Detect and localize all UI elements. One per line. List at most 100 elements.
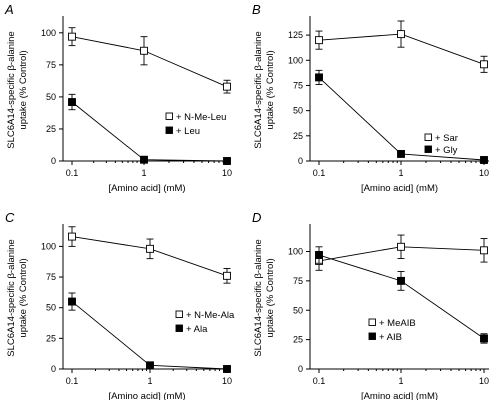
data-point: [68, 297, 76, 306]
y-tick-label: 25: [46, 333, 56, 343]
panel-letter: C: [5, 210, 15, 225]
legend-marker: [165, 112, 173, 120]
x-tick-label: 10: [479, 168, 489, 178]
data-point: [480, 60, 488, 69]
x-tick-label: 10: [222, 376, 232, 386]
legend-label: + N-Me-Ala: [186, 310, 235, 321]
series-filled: [315, 69, 488, 164]
data-point: [480, 246, 488, 255]
legend-marker: [175, 324, 183, 332]
data-point: [480, 334, 488, 343]
data-point: [146, 361, 154, 370]
y-tick-label: 75: [46, 272, 56, 282]
panel-C: C 0 25 50 75 100 0.1 1 10 [Amino acid] (mM) SLC6A1…: [5, 210, 235, 400]
series-open: [68, 27, 231, 94]
series-line: [318, 77, 485, 161]
y-axis-label: SLC6A14-specific β-alanine: [6, 31, 17, 148]
series-line: [71, 36, 228, 88]
data-point: [397, 30, 405, 39]
data-point: [68, 232, 76, 241]
panel-D: D 0 25 50 75 100 0.1 1 10 [Amino acid] (mM) SLC6A1…: [252, 210, 489, 400]
data-point: [397, 149, 405, 158]
series-filled: [68, 93, 231, 165]
x-tick-label: 0.1: [66, 168, 79, 178]
series-open: [315, 20, 488, 73]
data-point: [140, 46, 148, 55]
y-tick-label: 75: [46, 60, 56, 70]
legend-label: + MeAIB: [379, 318, 416, 329]
legend-label: + AIB: [379, 332, 402, 343]
y-tick-label: 25: [293, 131, 303, 141]
y-tick-label: 25: [46, 124, 56, 134]
y-axis-label: SLC6A14-specific β-alanine: [253, 239, 264, 356]
legend-marker: [424, 145, 432, 153]
data-point: [223, 82, 231, 91]
data-point: [223, 365, 231, 373]
x-tick-label: 10: [222, 168, 232, 178]
legend-label: + Ala: [186, 324, 208, 335]
data-point: [223, 271, 231, 280]
x-axis-label: [Amino acid] (mM): [108, 183, 185, 194]
series-line: [71, 236, 228, 277]
series-line: [318, 33, 485, 65]
legend-marker: [165, 126, 173, 134]
series-open: [68, 226, 231, 284]
legend-label: + N-Me-Leu: [176, 112, 226, 123]
legend-label: + Sar: [435, 133, 458, 144]
series-filled: [315, 246, 488, 344]
x-tick-label: 1: [147, 376, 152, 386]
legend-marker: [368, 332, 376, 340]
x-tick-label: 1: [398, 376, 403, 386]
data-point: [68, 32, 76, 41]
y-tick-label: 125: [288, 30, 303, 40]
y-axis-label: SLC6A14-specific β-alanine: [6, 239, 17, 356]
y-tick-label: 100: [41, 241, 56, 251]
data-point: [397, 276, 405, 285]
legend-marker: [175, 310, 183, 318]
y-tick-label: 0: [298, 156, 303, 166]
panel-letter: D: [252, 210, 261, 225]
y-tick-label: 25: [293, 335, 303, 345]
x-tick-label: 1: [141, 168, 146, 178]
data-point: [223, 157, 231, 165]
x-tick-label: 1: [398, 168, 403, 178]
y-tick-label: 50: [46, 303, 56, 313]
series-filled: [68, 292, 231, 373]
y-axis-label: SLC6A14-specific β-alanine: [253, 31, 264, 148]
data-point: [397, 242, 405, 251]
x-tick-label: 0.1: [66, 376, 79, 386]
x-axis-label: [Amino acid] (mM): [361, 183, 438, 194]
x-tick-label: 0.1: [313, 376, 326, 386]
legend-marker: [424, 133, 432, 141]
series-open: [315, 234, 488, 271]
y-tick-label: 0: [51, 156, 56, 166]
panel-A: A 0 25 50 75 100 0.1 1 10 [Amino acid] (mM) SLC6A1…: [4, 2, 232, 194]
y-axis-label: uptake (% Control): [18, 258, 29, 337]
data-point: [315, 36, 323, 45]
panel-letter: B: [252, 2, 261, 17]
y-axis-label: uptake (% Control): [265, 258, 276, 337]
data-point: [146, 244, 154, 253]
panel-letter: A: [4, 2, 14, 17]
data-point: [480, 156, 488, 164]
y-tick-label: 75: [293, 80, 303, 90]
y-tick-label: 75: [293, 276, 303, 286]
y-axis-label: uptake (% Control): [18, 50, 29, 129]
y-tick-label: 0: [298, 364, 303, 374]
panel-B: B 0 25 50 75 100 125 0.1 1 10 [Amino acid] (mM) SLC…: [252, 2, 489, 194]
y-tick-label: 100: [288, 55, 303, 65]
y-tick-label: 0: [51, 364, 56, 374]
data-point: [68, 98, 76, 106]
y-tick-label: 50: [293, 305, 303, 315]
legend-label: + Leu: [176, 126, 200, 137]
series-line: [71, 101, 228, 162]
x-axis-label: [Amino acid] (mM): [108, 391, 185, 400]
y-tick-label: 50: [46, 92, 56, 102]
data-point: [140, 155, 148, 164]
legend-label: + Gly: [435, 145, 458, 156]
x-axis-label: [Amino acid] (mM): [361, 391, 438, 400]
x-tick-label: 0.1: [313, 168, 326, 178]
y-tick-label: 100: [288, 247, 303, 257]
y-axis-label: uptake (% Control): [265, 50, 276, 129]
